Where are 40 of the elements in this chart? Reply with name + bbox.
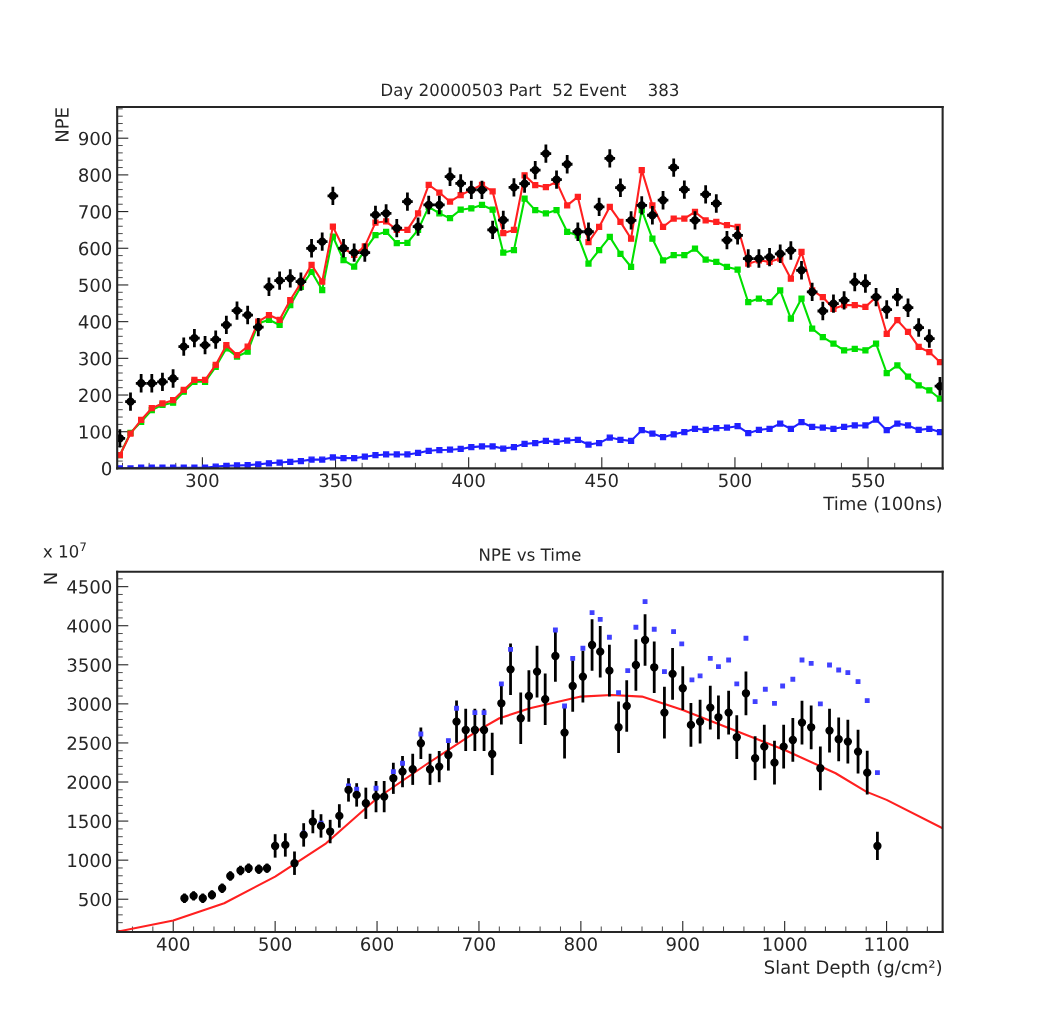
x-tick-label: 500 (719, 473, 751, 488)
y-tick-label: 1000 (68, 853, 112, 868)
y-tick-label: 100 (79, 425, 112, 439)
y-tick-label: 3000 (67, 697, 112, 711)
x-tick-label: 700 (463, 937, 495, 951)
x-tick-label: 500 (259, 937, 292, 951)
x-axis-title: Time (100ns) (823, 496, 942, 513)
y-tick-label: 4000 (67, 619, 112, 633)
y-tick-label: 300 (79, 351, 112, 366)
y-tick-label: 800 (79, 168, 112, 183)
y-tick-label: 2500 (67, 736, 112, 751)
y-tick-label: 500 (79, 278, 112, 293)
x-tick-label: 400 (156, 937, 190, 951)
x-tick-label: 450 (585, 473, 618, 488)
y-axis-title: N (43, 573, 58, 584)
x-tick-label: 800 (564, 937, 597, 951)
x-tick-label: 400 (452, 473, 485, 488)
x-tick-label: 550 (852, 473, 885, 488)
x-tick-label: 350 (319, 473, 352, 488)
y-tick-label: 600 (79, 241, 112, 256)
chart-title: Day 20000503 Part 52 Event 383 (382, 83, 679, 100)
y-tick-label: 700 (79, 205, 112, 219)
chart-title: NPE vs Time (480, 548, 581, 561)
y-tick-label: 1500 (68, 814, 112, 829)
y-tick-label: 2000 (67, 775, 112, 790)
y-tick-label: 400 (78, 315, 112, 329)
y-axis-title: NPE (55, 108, 69, 142)
y-tick-label: 900 (78, 131, 112, 146)
x-axis-title: Slant Depth (g/cm²) (764, 959, 942, 978)
y-tick-label: 4500 (67, 580, 112, 594)
y-tick-label: 0 (102, 461, 112, 476)
text: x 10$^{7}$ (43, 542, 86, 558)
x-tick-label: 1000 (763, 937, 807, 951)
y-tick-label: 3500 (67, 658, 112, 672)
y-tick-label: 500 (79, 892, 112, 907)
x-tick-label: 1100 (865, 937, 909, 951)
x-tick-label: 300 (186, 473, 219, 488)
x-tick-label: 600 (361, 937, 394, 951)
y-tick-label: 200 (79, 388, 112, 403)
x-tick-label: 900 (666, 937, 699, 951)
